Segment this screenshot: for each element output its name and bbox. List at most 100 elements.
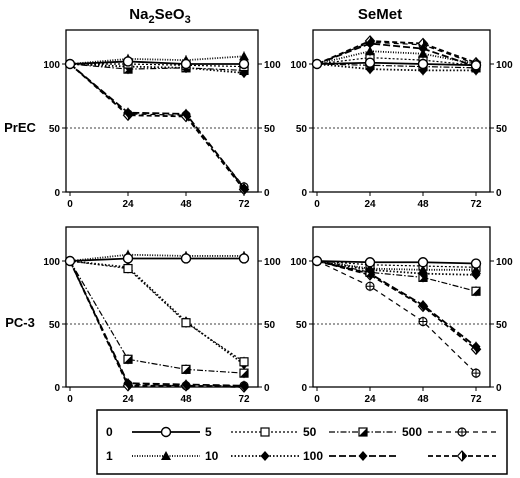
series-line [69,63,245,74]
data-point [122,56,134,67]
data-point [417,58,429,70]
series-line [69,260,245,387]
column-title-na2seo3: Na2SeO3 [129,6,190,26]
x-tick-label: 0 [67,394,73,405]
data-point [181,379,191,390]
x-tick-label: 48 [180,199,192,210]
legend-label: 500 [402,425,422,439]
data-point [418,43,428,54]
data-point [239,368,249,378]
x-tick-label: 48 [417,199,429,210]
data-point-origin [64,255,76,267]
series-line [69,63,245,188]
legend-label: 10 [205,449,219,463]
data-point [418,300,428,311]
series-line [316,260,477,276]
series-line [69,260,244,387]
series-line [316,260,477,374]
series-line [316,260,477,348]
y-tick-label-left: 0 [54,383,60,394]
x-tick-label: 0 [314,199,320,210]
data-point [181,364,191,374]
x-tick-label: 24 [364,199,376,210]
legend-label: 50 [303,425,317,439]
series-line [316,63,477,69]
series-0 [316,57,482,71]
data-point [364,57,376,68]
data-point [471,264,481,274]
x-tick-label: 72 [238,199,250,210]
legend-label: 100 [303,449,323,463]
legend-item-50: 50 [303,425,397,439]
legend-marker [260,427,270,437]
legend-marker [457,427,467,437]
y-tick-label-right: 50 [496,320,508,331]
series-line [69,260,245,366]
legend-item-5: 5 [205,425,299,439]
legend-item-1: 1 [106,449,200,463]
series-50 [316,260,481,297]
data-point [418,264,428,274]
series-50 [69,260,249,379]
legend-marker [160,426,172,438]
x-tick-label: 0 [67,199,73,210]
data-point [180,253,192,264]
y-tick-label-left: 0 [301,383,307,394]
data-point [181,318,191,328]
x-tick-label: 0 [314,394,320,405]
series-0 [69,56,250,70]
data-point [418,316,428,327]
data-point [239,51,249,61]
series-line [316,260,477,265]
y-tick-label-right: 100 [264,60,281,71]
series-line [69,55,245,65]
data-point [123,378,133,389]
data-point-origin [64,58,76,70]
y-tick-label-left: 50 [296,124,308,135]
legend-item-unlabeled [428,450,496,462]
y-tick-label-left: 100 [43,257,60,268]
series-line [316,40,477,65]
series-500 [316,260,481,379]
series-line [69,257,244,262]
legend-marker [260,451,270,461]
series-line [316,260,477,268]
data-point [365,46,375,56]
series-line [316,260,477,292]
x-tick-label: 48 [417,394,429,405]
series-line [69,260,245,388]
y-tick-label-right: 100 [496,257,513,268]
series-line [69,63,245,189]
row-label-prec: PrEC [4,120,36,135]
data-point [123,263,133,274]
data-point [238,253,250,264]
column-title-semet: SeMet [358,6,402,23]
x-tick-label: 72 [238,394,250,405]
x-tick-label: 72 [470,394,482,405]
legend-label: 0 [106,425,113,439]
series-unlabeled [69,63,250,196]
series-0 [316,257,482,269]
legend-label: 5 [205,425,212,439]
series-line [316,61,477,67]
row-label-pc3: PC-3 [5,315,35,330]
y-tick-label-right: 50 [496,124,508,135]
legend-item-10: 10 [205,449,299,463]
series-line [69,253,244,262]
data-point-origin [311,58,323,70]
series-100 [69,260,249,391]
data-point [365,263,375,273]
series-line [69,63,245,71]
plot-frame [312,226,491,388]
y-tick-label-left: 0 [301,188,307,199]
data-point [122,253,134,264]
data-point-origin [311,255,323,267]
data-point [239,357,249,367]
y-tick-label-left: 50 [49,320,61,331]
data-point [471,341,481,352]
legend-item-500: 500 [402,425,496,439]
data-point [180,58,192,70]
series-line [69,63,245,191]
